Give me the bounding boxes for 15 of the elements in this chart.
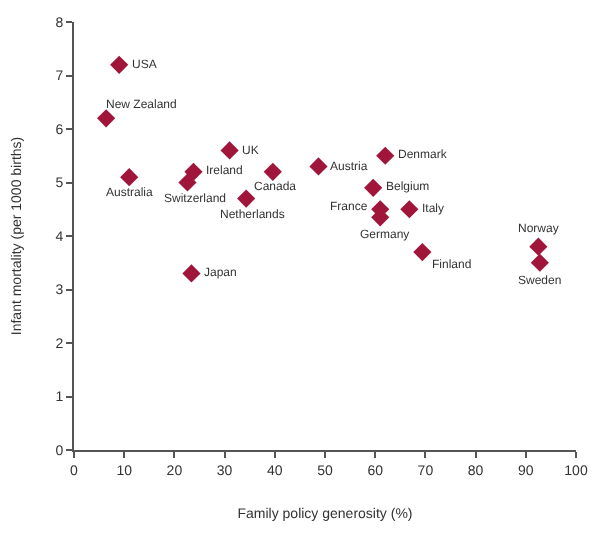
point (263, 162, 282, 181)
point (178, 173, 197, 192)
point (364, 178, 383, 197)
point (376, 146, 395, 165)
point (309, 157, 328, 176)
point (529, 237, 548, 256)
point (413, 242, 432, 262)
point (182, 264, 201, 283)
point (120, 168, 139, 187)
point (530, 253, 549, 272)
point (400, 200, 419, 219)
point (97, 109, 116, 128)
point (110, 55, 129, 74)
point (237, 189, 256, 208)
point (220, 141, 239, 160)
